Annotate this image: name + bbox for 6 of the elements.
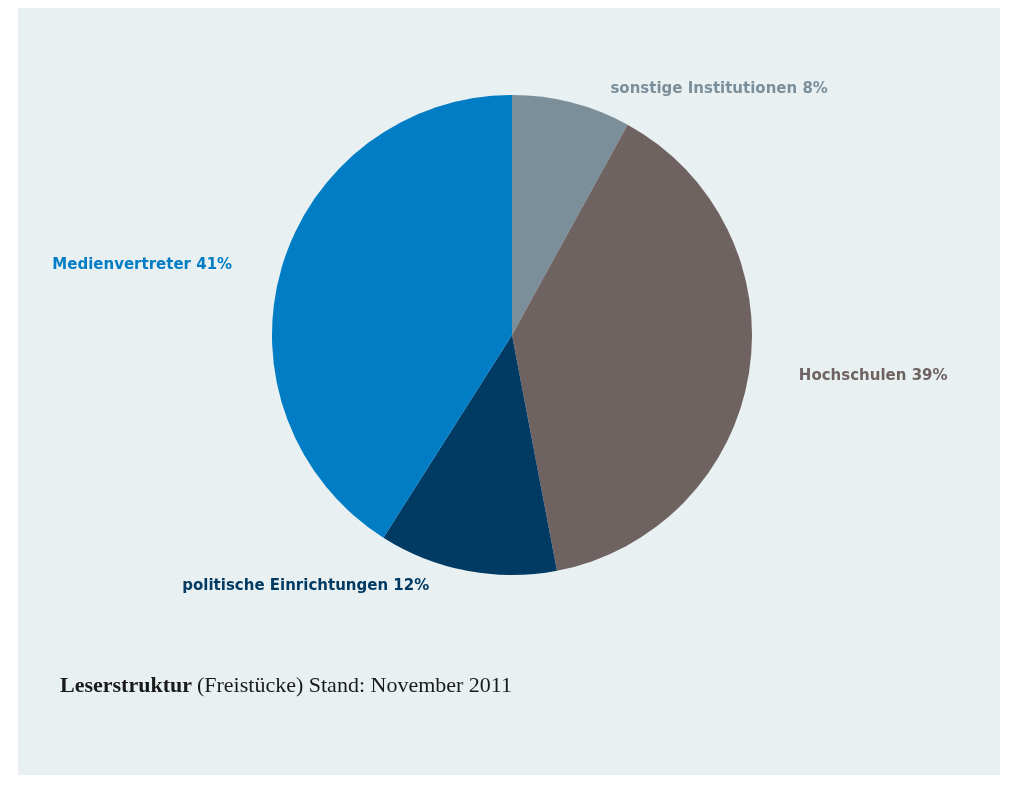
text: (Freistücke) Stand: November 2011 (196, 671, 513, 697)
slice-label: Medienvertreter 41% (52, 254, 233, 273)
text: Leserstruktur (60, 671, 193, 697)
slice-label: Hochschulen 39% (798, 365, 948, 384)
slice-label: politische Einrichtungen 12% (182, 576, 430, 595)
slice-label: sonstige Institutionen 8% (610, 79, 828, 98)
